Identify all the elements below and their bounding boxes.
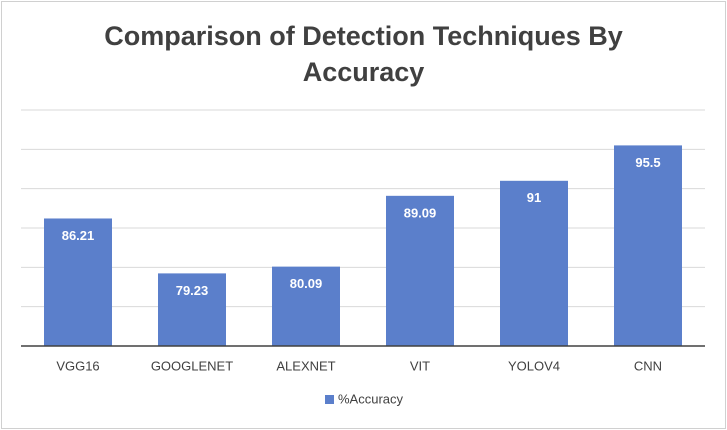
- x-tick-label: YOLOV4: [508, 358, 560, 373]
- x-tick-label: VIT: [410, 358, 430, 373]
- data-label: 89.09: [404, 205, 437, 220]
- x-tick-label: VGG16: [56, 358, 99, 373]
- data-label: 95.5: [635, 155, 660, 170]
- bar: [614, 145, 682, 346]
- data-label: 86.21: [62, 228, 95, 243]
- bar: [500, 180, 568, 346]
- bar: [158, 273, 226, 346]
- data-label: 91: [527, 190, 541, 205]
- x-tick-label: ALEXNET: [276, 358, 335, 373]
- bar: [44, 218, 112, 346]
- x-tick-label: GOOGLENET: [151, 358, 233, 373]
- legend-label: %Accuracy: [338, 391, 404, 406]
- legend-swatch: [325, 395, 334, 404]
- chart-title: Comparison of Detection Techniques By Ac…: [104, 21, 623, 87]
- bar: [272, 266, 340, 346]
- data-label: 79.23: [176, 283, 209, 298]
- bar: [386, 195, 454, 346]
- data-label: 80.09: [290, 276, 323, 291]
- x-tick-label: CNN: [634, 358, 662, 373]
